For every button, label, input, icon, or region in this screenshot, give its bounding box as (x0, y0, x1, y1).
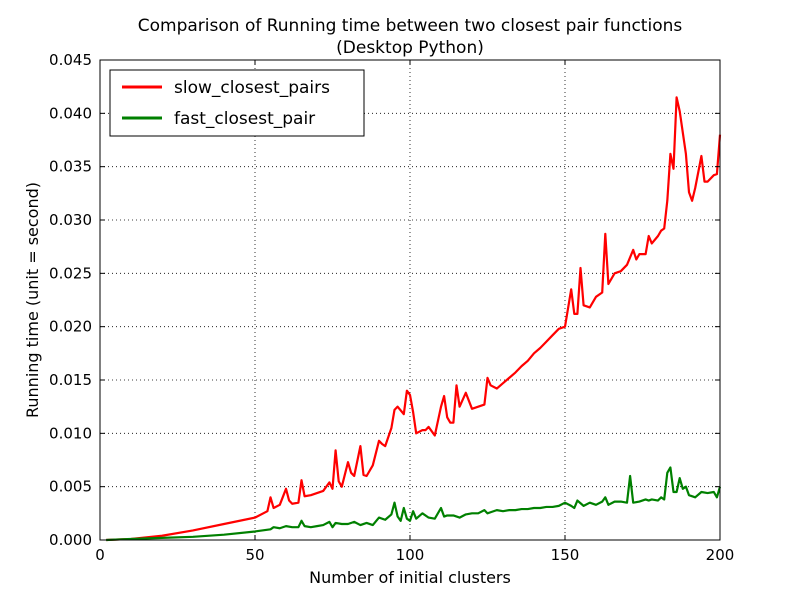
x-tick-label: 200 (706, 546, 735, 564)
legend-label-slow: slow_closest_pairs (174, 78, 330, 98)
y-axis-label: Running time (unit = second) (23, 182, 42, 418)
chart-subtitle: (Desktop Python) (336, 38, 484, 58)
legend: slow_closest_pairs fast_closest_pair (109, 69, 365, 137)
legend-box (109, 69, 365, 137)
y-tick-label: 0.045 (49, 51, 92, 69)
y-tick-label: 0.035 (49, 158, 92, 176)
y-tick-label: 0.000 (49, 531, 92, 549)
y-tick-label: 0.030 (49, 211, 92, 229)
y-tick-labels: 0.000 0.005 0.010 0.015 0.020 0.025 0.030 0.035… (49, 51, 92, 549)
x-tick-label: 0 (95, 546, 105, 564)
series-line-fast-closest-pair (106, 466, 722, 542)
grid (100, 60, 720, 540)
legend-label-fast: fast_closest_pair (174, 109, 315, 129)
x-tick-label: 50 (245, 546, 264, 564)
x-tick-labels: 0 50 100 150 200 (95, 546, 734, 564)
series-layer (106, 96, 722, 542)
series-line-slow-closest-pairs (106, 96, 722, 542)
y-tick-label: 0.025 (49, 264, 92, 282)
y-tick-label: 0.020 (49, 318, 92, 336)
x-tick-label: 100 (396, 546, 425, 564)
chart-title: Comparison of Running time between two c… (138, 16, 683, 36)
y-tick-label: 0.005 (49, 478, 92, 496)
y-tick-label: 0.040 (49, 104, 92, 122)
x-tick-label: 150 (551, 546, 580, 564)
y-tick-label: 0.010 (49, 424, 92, 442)
y-tick-label: 0.015 (49, 371, 92, 389)
x-axis-label: Number of initial clusters (309, 568, 511, 587)
ticks (99, 59, 721, 541)
